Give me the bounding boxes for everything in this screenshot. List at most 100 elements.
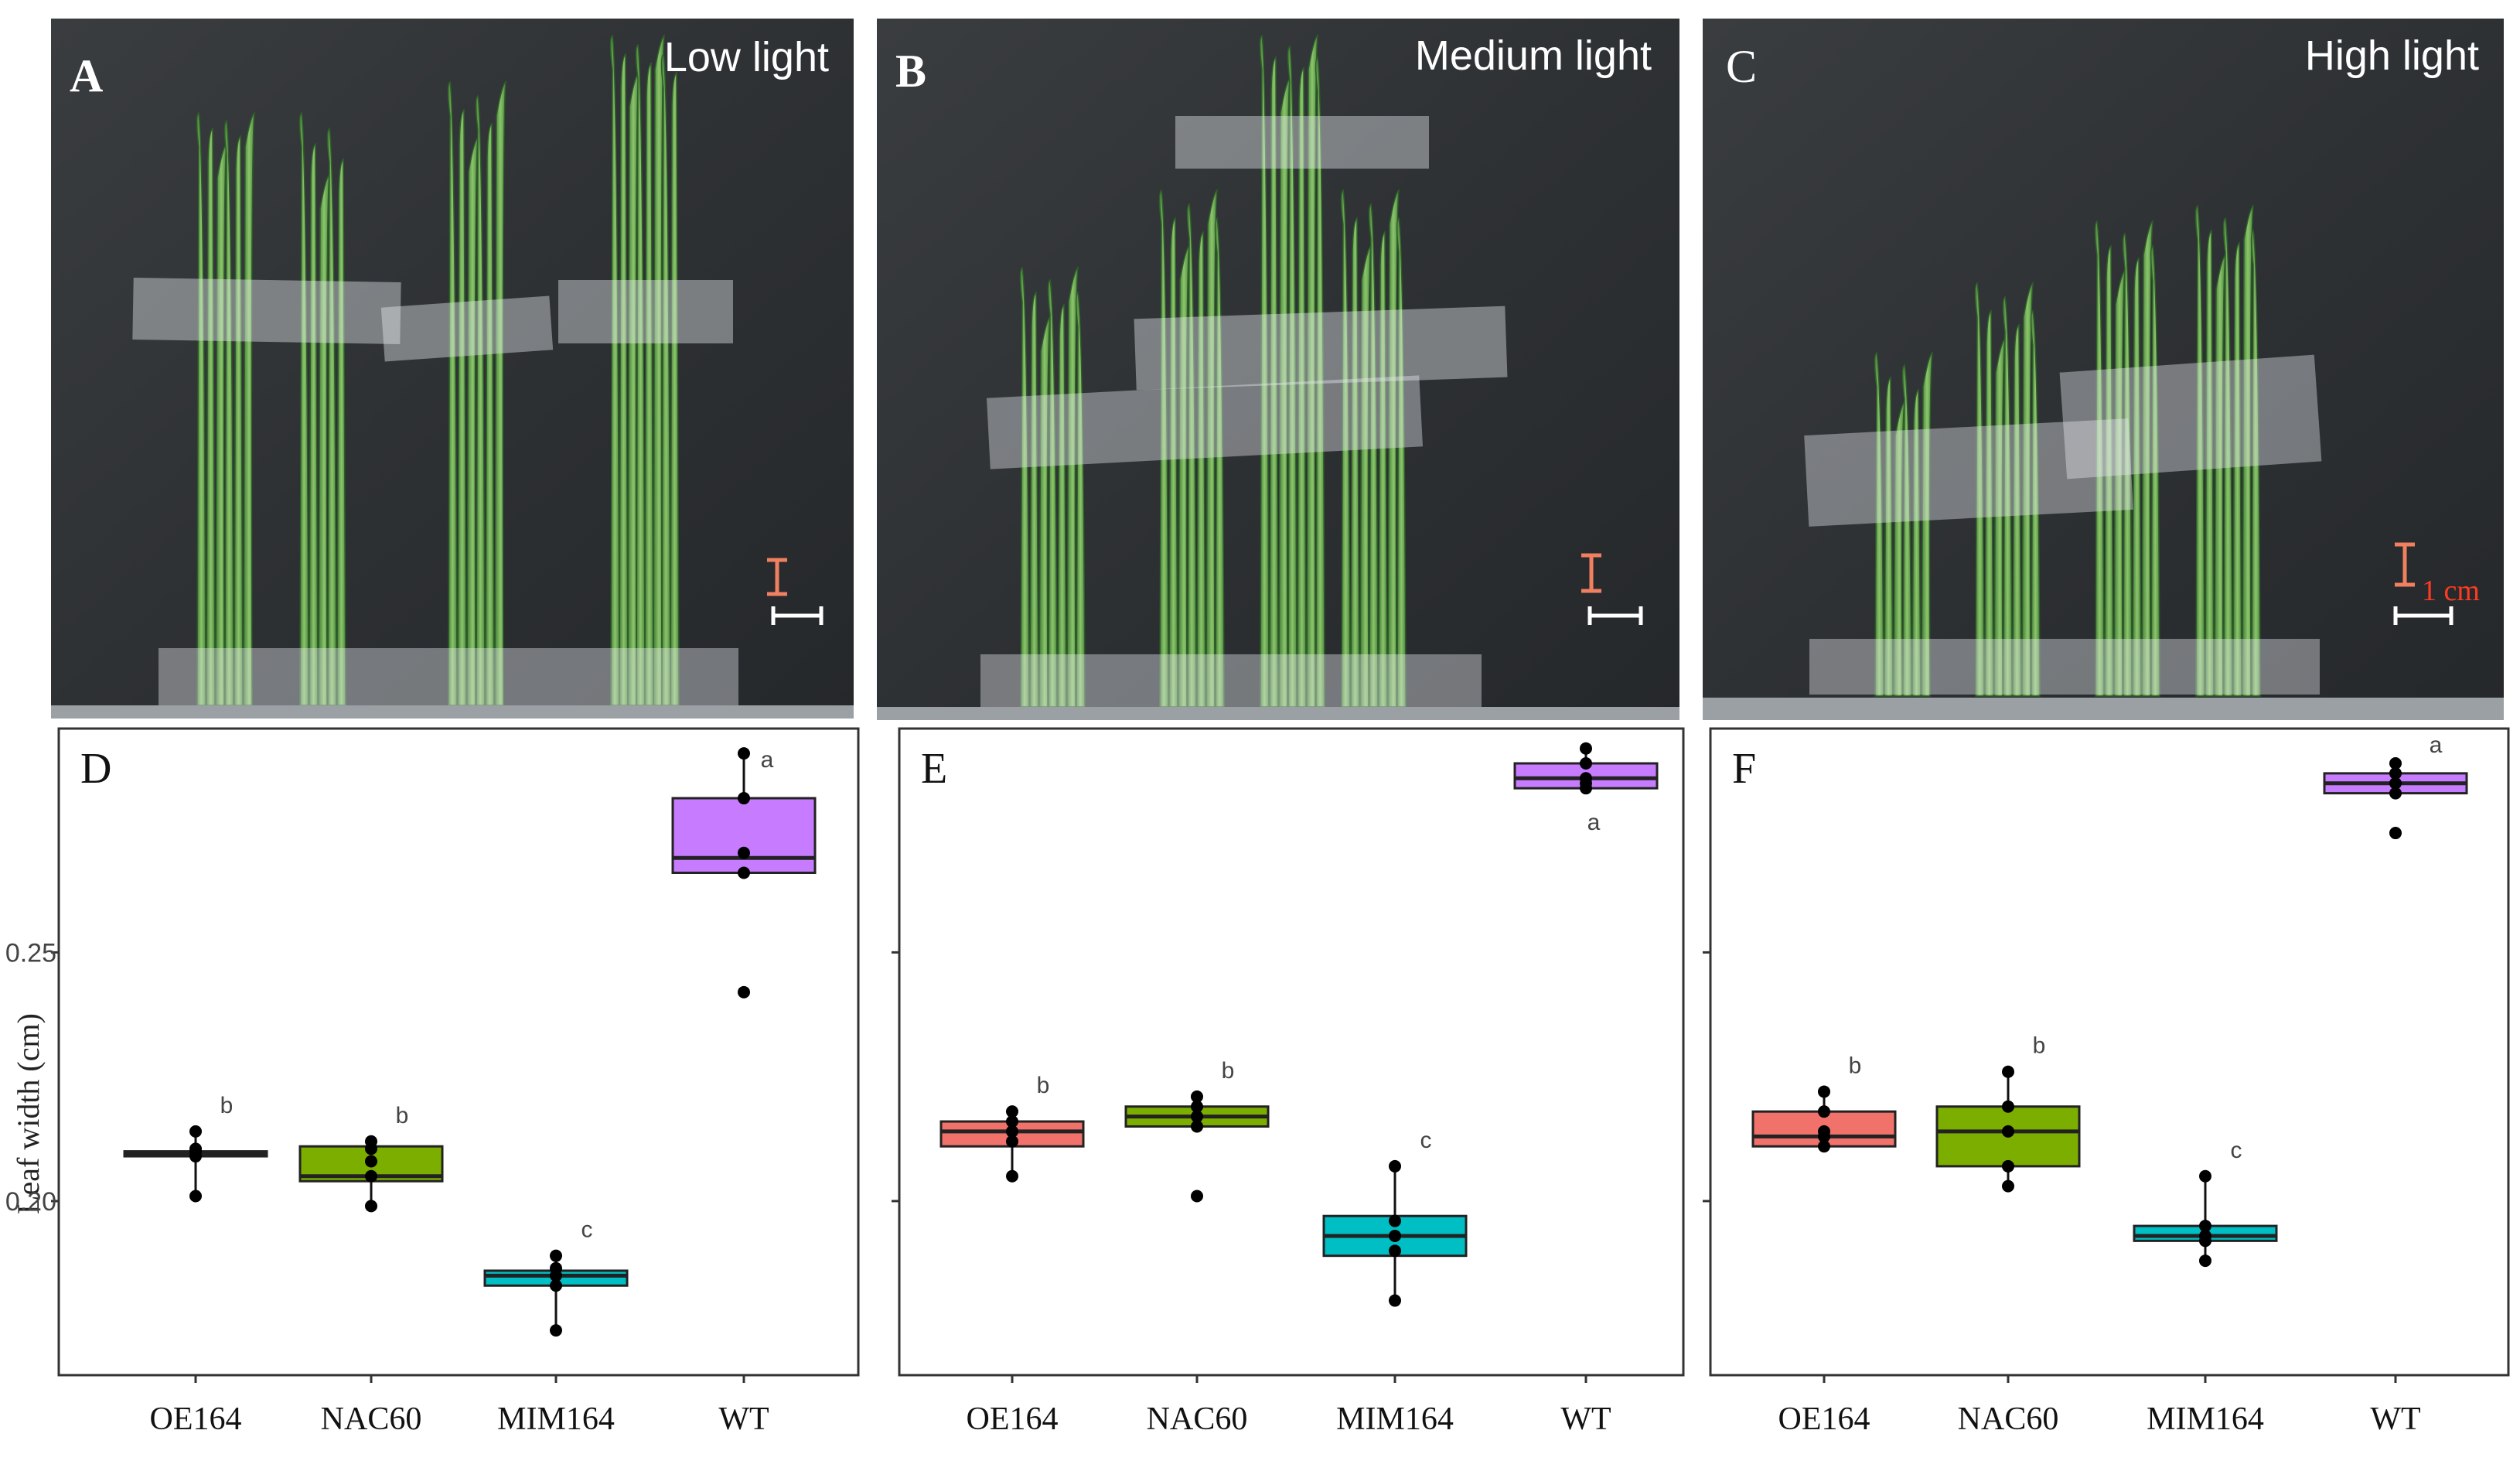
seedlings-group	[1019, 34, 1407, 708]
x-tick-label: NAC60	[1147, 1401, 1248, 1437]
data-point	[2199, 1229, 2211, 1242]
seedling-leaf	[1297, 67, 1307, 708]
seedling-leaf	[1205, 189, 1218, 708]
y-tick-label: 0.20	[5, 1187, 56, 1217]
scale-bar-vertical	[2395, 542, 2415, 587]
seedling-leaf	[1066, 266, 1079, 708]
seedling-leaf	[1884, 376, 1894, 697]
data-point	[1191, 1090, 1203, 1103]
seedling-leaf	[234, 135, 244, 706]
data-point	[1818, 1125, 1830, 1138]
seedling-leaf	[1278, 77, 1291, 708]
data-point	[365, 1155, 377, 1168]
seedling-leaf	[1038, 316, 1051, 708]
seedling-leaf	[2012, 323, 2022, 697]
significance-letter: b	[1849, 1053, 1862, 1078]
seedling-leaf	[1315, 56, 1325, 708]
tape-strip	[1804, 418, 2133, 527]
x-tick-label: MIM164	[2147, 1401, 2264, 1437]
seedling-leaf	[2104, 244, 2114, 697]
seedling-leaf	[1178, 244, 1190, 708]
seedling-leaf	[475, 94, 486, 706]
seedling-leaf	[1901, 364, 1912, 697]
photo-panel-c: 1 cm C High light	[1703, 19, 2504, 720]
y-tick-label: 0.25	[5, 938, 56, 968]
box-nac60: b	[1124, 1058, 1270, 1203]
box-mim164: c	[1322, 1128, 1468, 1307]
panel-letter: F	[1732, 745, 1756, 793]
seedling-leaf	[1306, 34, 1318, 708]
seedling-leaf	[2214, 254, 2226, 697]
seedling-leaf	[1158, 189, 1169, 708]
significance-letter: b	[396, 1103, 409, 1128]
x-tick-label: OE164	[967, 1401, 1059, 1437]
data-point	[1191, 1100, 1203, 1113]
x-tick-label: WT	[718, 1401, 769, 1437]
seedling-leaf	[1259, 34, 1270, 708]
seedling-leaf	[1287, 45, 1298, 708]
seedling-leaf	[336, 158, 346, 706]
photo-panel-a: A Low light	[51, 19, 854, 719]
box-wt: a	[1513, 742, 1659, 835]
data-point	[738, 985, 750, 998]
data-point	[1580, 772, 1592, 785]
seedling-leaf	[1359, 244, 1372, 708]
seedling-leaf	[619, 53, 629, 706]
box-oe164: b	[123, 1093, 268, 1203]
tape-strip	[1175, 116, 1429, 169]
box-plot-panels: D 0.20 0.25 OE164 b NAC60 b MIM164 c WT a E OE164 b NA…	[5, 727, 2510, 1437]
y-axis-label: Leaf width (cm)	[11, 1013, 46, 1214]
x-tick-label: WT	[1560, 1401, 1611, 1437]
seedling-leaf	[653, 34, 665, 706]
seedlings-group	[196, 34, 680, 706]
scale-bar-horizontal	[1587, 606, 1643, 625]
data-point	[738, 747, 750, 760]
panel-letter: D	[80, 745, 111, 793]
seedling-leaf	[1019, 266, 1030, 708]
seedling-leaf	[2141, 220, 2153, 697]
seedling-leaf	[1993, 337, 2006, 697]
panel-letter: E	[921, 745, 947, 793]
data-point	[1389, 1294, 1401, 1307]
scale-bar-vertical	[767, 558, 787, 596]
data-point	[2389, 757, 2402, 770]
seedling-leaf	[215, 142, 227, 706]
data-point	[550, 1324, 562, 1337]
seedling-leaf	[1368, 203, 1379, 708]
seedling-leaf	[1984, 309, 1994, 697]
scale-bar-horizontal	[2393, 606, 2454, 625]
seedling-leaf	[1378, 230, 1388, 708]
box-nac60: b	[1935, 1033, 2081, 1193]
seedling-leaf	[2222, 217, 2233, 697]
seedling-leaf	[1075, 291, 1086, 708]
tape-strip	[2059, 354, 2322, 480]
seedling-leaf	[1047, 278, 1058, 708]
seedling-leaf	[2194, 204, 2205, 697]
significance-letter: c	[581, 1217, 593, 1243]
seedling-leaf	[1874, 351, 1884, 697]
seedling-leaf	[1974, 282, 1985, 697]
box-mim164: c	[483, 1217, 629, 1337]
significance-letter: b	[1222, 1058, 1235, 1084]
data-point	[2002, 1100, 2014, 1113]
seedling-leaf	[1893, 401, 1905, 697]
data-point	[2389, 777, 2402, 790]
data-point	[2199, 1220, 2211, 1233]
data-point	[1191, 1110, 1203, 1123]
box-wt: a	[671, 747, 817, 998]
seedling-leaf	[1214, 217, 1225, 708]
seedling-leaf	[2002, 295, 2013, 697]
seedling-leaf	[1269, 56, 1279, 708]
data-point	[738, 846, 750, 859]
x-tick-label: MIM164	[1336, 1401, 1454, 1437]
data-point	[2002, 1125, 2014, 1138]
data-point	[1389, 1244, 1401, 1258]
data-point	[1818, 1105, 1830, 1118]
data-point	[738, 866, 750, 879]
data-point	[1580, 757, 1592, 770]
tape-strip	[1134, 306, 1508, 391]
data-point	[2199, 1254, 2211, 1268]
plot-frame	[1709, 727, 2510, 1377]
data-point	[1006, 1169, 1018, 1183]
seedling-leaf	[2094, 220, 2105, 697]
